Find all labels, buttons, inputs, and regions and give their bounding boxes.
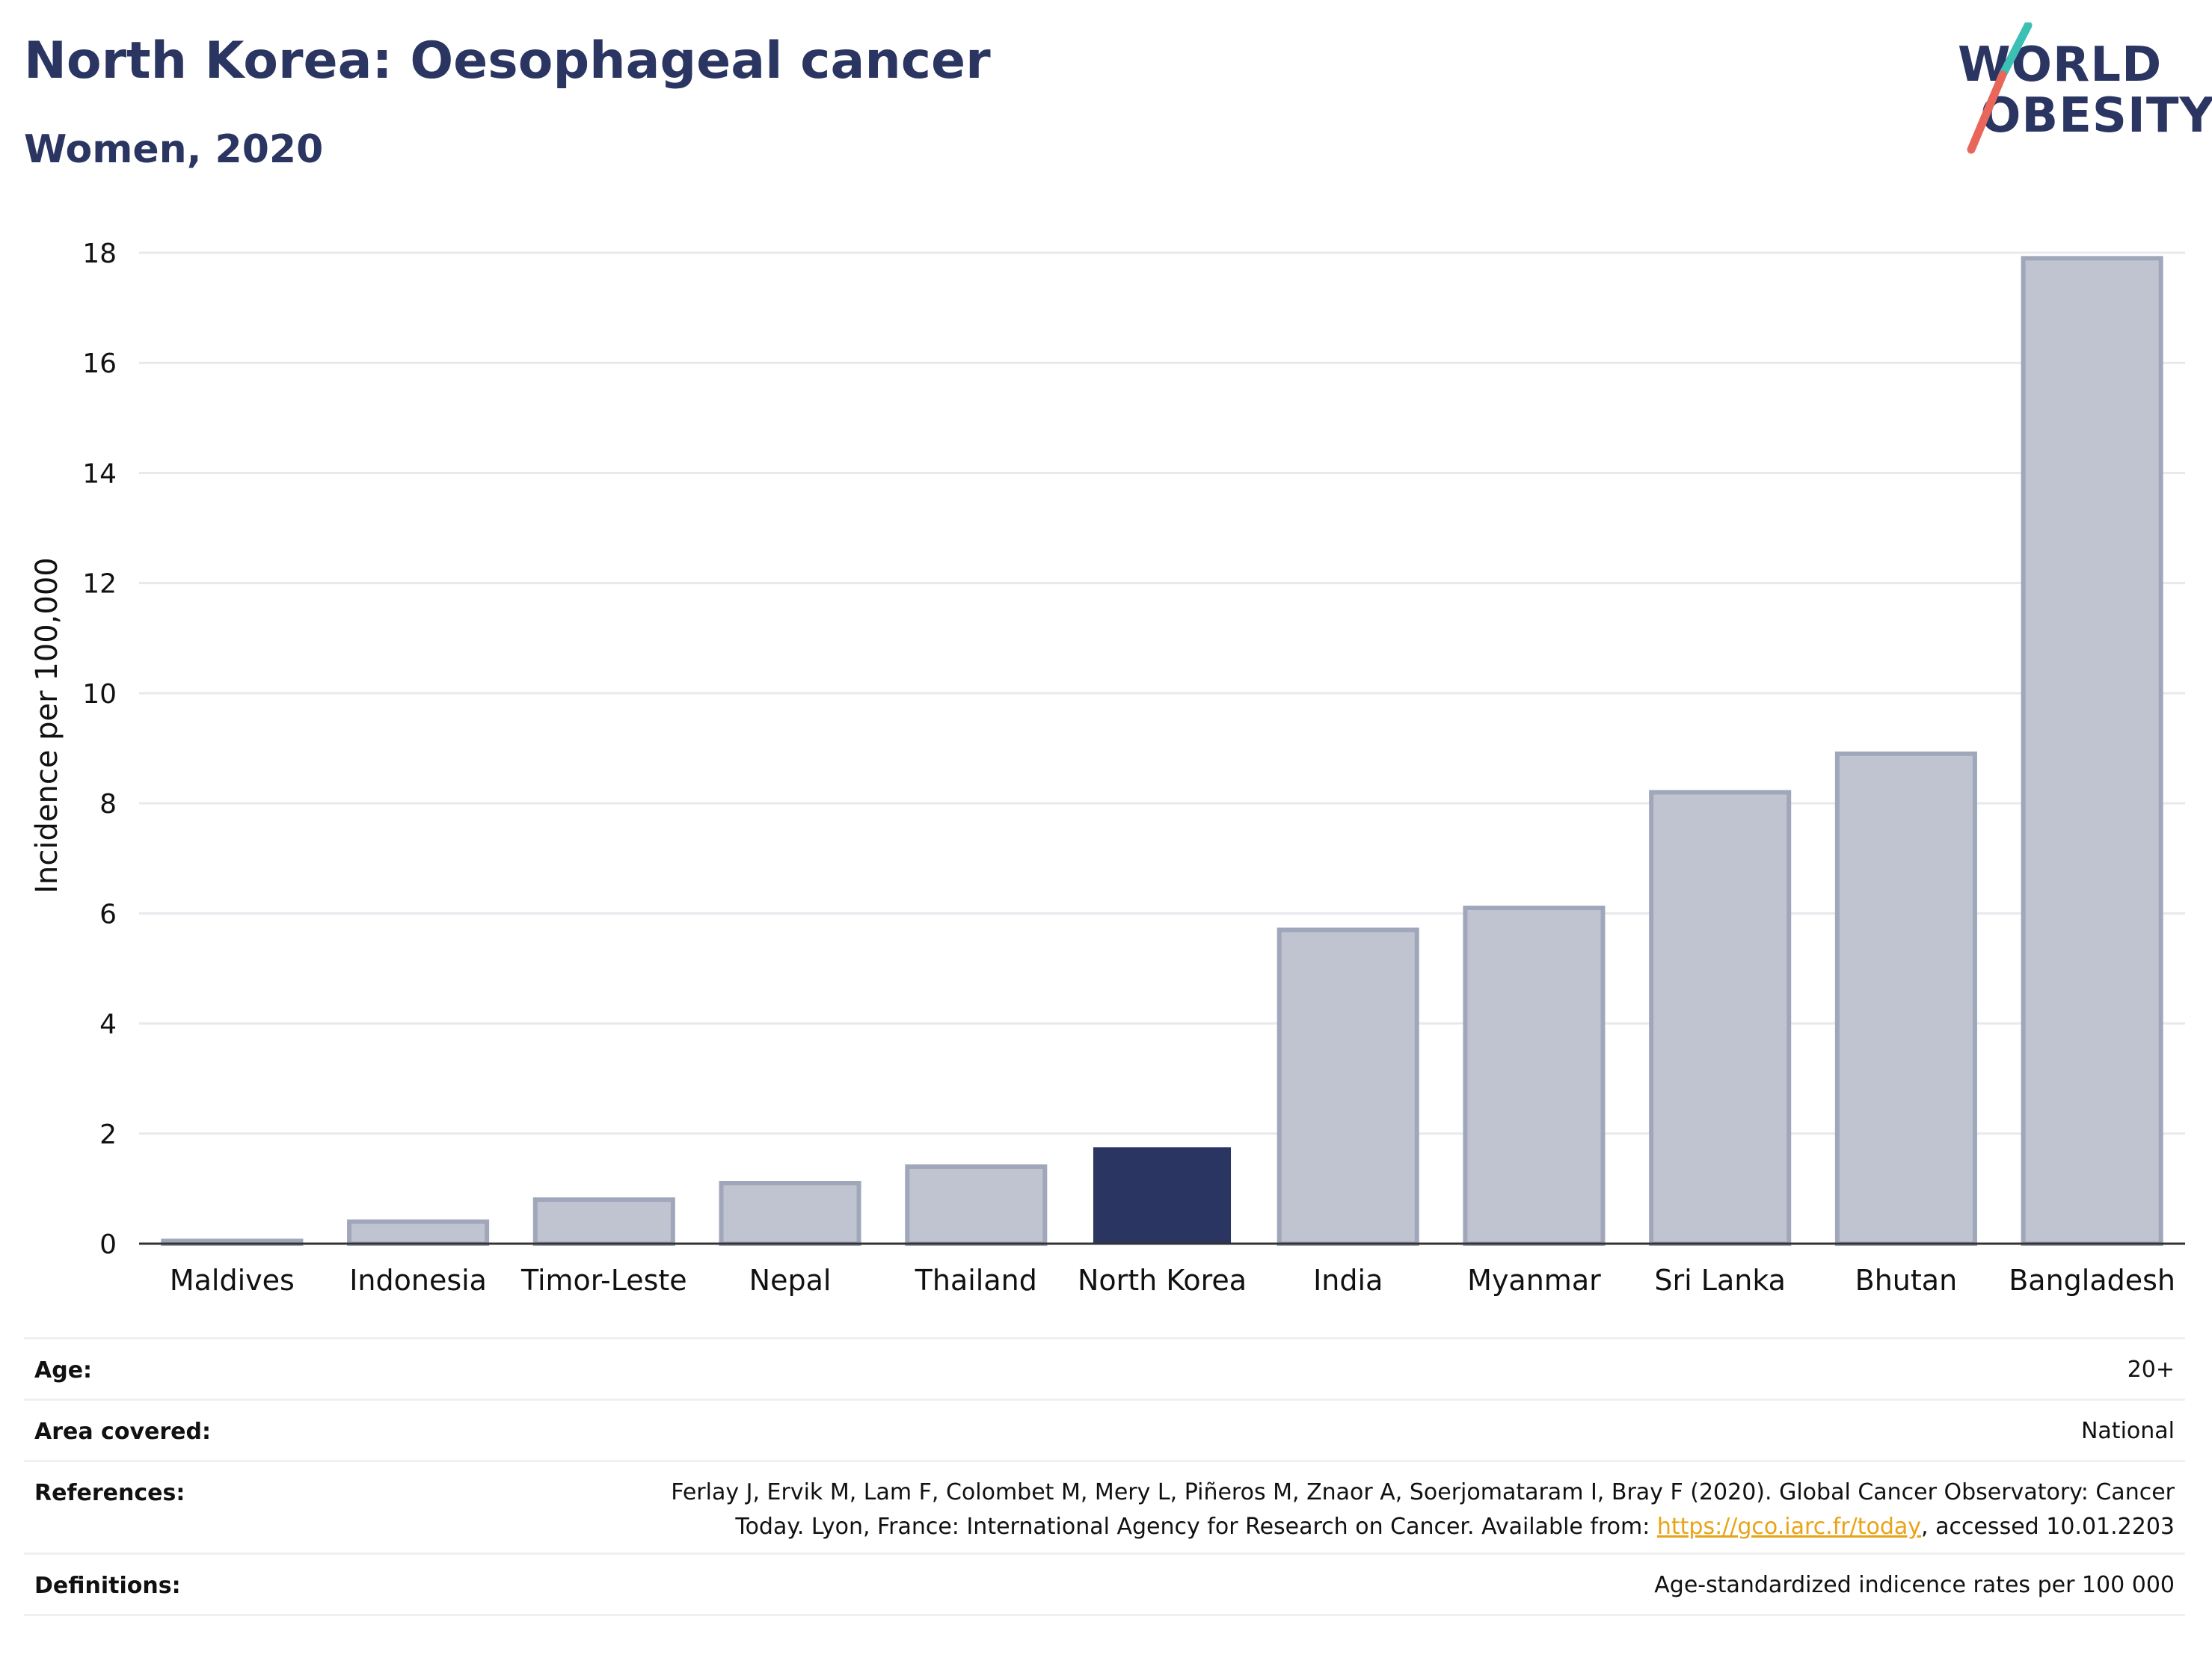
x-tick-label: Myanmar — [1467, 1264, 1601, 1297]
reference-line-2-suffix: , accessed 10.01.2203 — [1921, 1514, 2175, 1540]
reference-line-2: Today. Lyon, France: International Agenc… — [671, 1510, 2175, 1544]
y-tick-label: 8 — [99, 789, 117, 820]
bar-timor-leste — [532, 1197, 675, 1246]
meta-key-references: References: — [34, 1480, 185, 1506]
bar-north-korea — [1093, 1147, 1232, 1244]
x-tick-label: Indonesia — [349, 1264, 487, 1297]
bar-thailand — [905, 1164, 1048, 1247]
bar-chart: 0 2 4 6 8 10 12 14 16 18 Maldives Indonesia Timor-Le… — [30, 239, 2185, 1297]
meta-row-area: Area covered: National — [24, 1398, 2185, 1462]
x-tick-label: Sri Lanka — [1654, 1264, 1786, 1297]
reference-line-1: Ferlay J, Ervik M, Lam F, Colombet M, Me… — [671, 1479, 2175, 1505]
x-tick-label: Nepal — [749, 1264, 832, 1297]
bar-sri-lanka — [1649, 790, 1792, 1246]
x-tick-label: Bhutan — [1855, 1264, 1958, 1297]
meta-value-age: 20+ — [2127, 1357, 2175, 1383]
logo-text-world: WORLD — [1958, 37, 2163, 93]
axes: 0 2 4 6 8 10 12 14 16 18 Maldives Indonesia Timor-Le… — [82, 239, 2185, 1297]
meta-key-definitions: Definitions: — [34, 1573, 181, 1599]
bar-nepal — [719, 1181, 861, 1247]
y-tick-label: 10 — [82, 679, 117, 710]
meta-row-definitions: Definitions: Age-standardized indicence … — [24, 1553, 2185, 1616]
meta-value-references: Ferlay J, Ervik M, Lam F, Colombet M, Me… — [671, 1476, 2175, 1544]
y-tick-label: 6 — [99, 899, 117, 930]
meta-key-area: Area covered: — [34, 1419, 211, 1445]
y-tick-label: 14 — [82, 458, 117, 489]
bar-india — [1276, 927, 1419, 1246]
y-tick-label: 12 — [82, 569, 117, 600]
y-tick-label: 2 — [99, 1120, 117, 1150]
x-tick-label: Maldives — [170, 1264, 295, 1297]
bar-bhutan — [1834, 751, 1977, 1246]
y-tick-label: 4 — [99, 1010, 117, 1040]
y-tick-label: 18 — [82, 239, 117, 269]
meta-value-definitions: Age-standardized indicence rates per 100… — [1654, 1572, 2175, 1598]
chart-title: North Korea: Oesophageal cancer — [24, 31, 991, 90]
bars — [161, 256, 2163, 1247]
meta-key-age: Age: — [34, 1357, 93, 1384]
meta-row-age: Age: 20+ — [24, 1337, 2185, 1401]
reference-line-2-prefix: Today. Lyon, France: International Agenc… — [735, 1514, 1657, 1540]
x-tick-label: Thailand — [915, 1264, 1037, 1297]
logo-text-obesity: OBESITY — [1980, 88, 2212, 144]
x-tick-label: Bangladesh — [2009, 1264, 2175, 1297]
y-axis-label: Incidence per 100,000 — [30, 557, 64, 894]
chart-subtitle: Women, 2020 — [24, 127, 324, 172]
meta-bottom-border — [24, 1614, 2185, 1616]
world-obesity-logo: WORLD OBESITY — [1944, 22, 2212, 157]
bar-indonesia — [347, 1219, 490, 1246]
meta-row-references: References: Ferlay J, Ervik M, Lam F, Co… — [24, 1460, 2185, 1555]
bar-bangladesh — [2021, 256, 2163, 1247]
x-tick-label: Timor-Leste — [520, 1264, 687, 1297]
y-tick-label: 16 — [82, 348, 117, 379]
logo-slash-icon — [1967, 22, 2033, 154]
bar-myanmar — [1463, 905, 1606, 1246]
reference-link[interactable]: https://gco.iarc.fr/today — [1656, 1514, 1922, 1540]
meta-value-area: National — [2080, 1418, 2175, 1444]
x-tick-label: North Korea — [1078, 1264, 1247, 1297]
y-tick-label: 0 — [99, 1229, 117, 1260]
x-tick-label: India — [1313, 1264, 1383, 1297]
